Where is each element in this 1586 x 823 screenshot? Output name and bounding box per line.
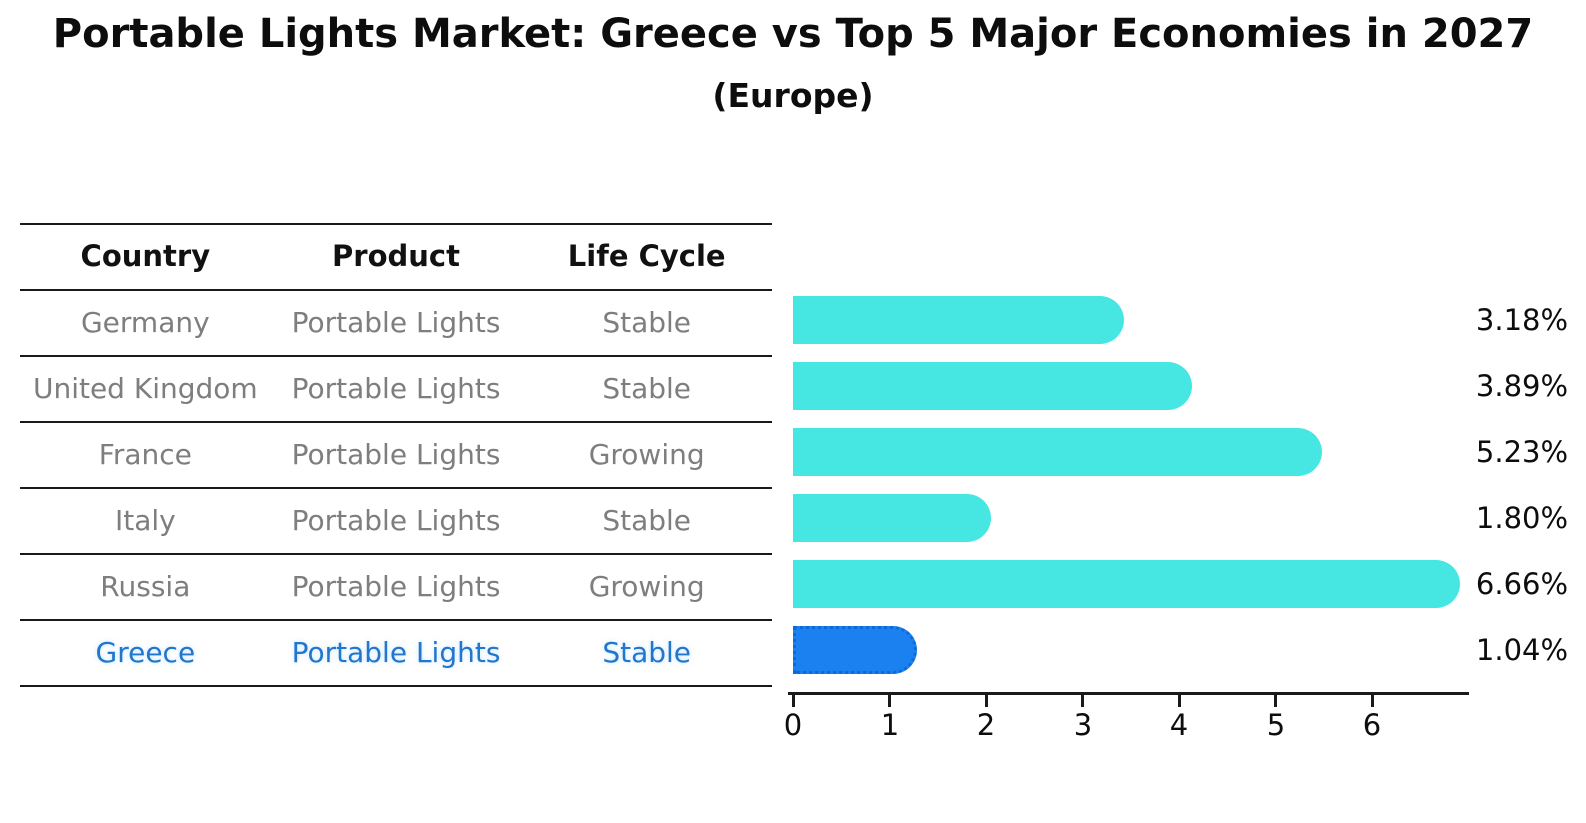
cell-life-cycle: Stable — [602, 504, 692, 537]
cell-country: Italy — [114, 504, 176, 537]
cell-country: Germany — [80, 306, 210, 339]
cell-product: Portable Lights — [291, 372, 501, 405]
table-row-germany: Germany Portable Lights Stable — [20, 291, 772, 357]
x-axis-tick — [1178, 695, 1181, 707]
country-table: Country Product Life Cycle Germany Portab… — [20, 223, 772, 687]
cell-life-cycle: Stable — [602, 636, 692, 669]
table-header-product: Product — [332, 239, 460, 273]
value-label-greece: 1.04% — [1475, 633, 1569, 667]
cell-product: Portable Lights — [291, 438, 501, 471]
table-row-russia: Russia Portable Lights Growing — [20, 555, 772, 621]
x-tick-label: 2 — [976, 708, 996, 742]
bar-united-kingdom — [793, 362, 1192, 410]
cell-country: Greece — [95, 636, 196, 669]
cell-product: Portable Lights — [291, 306, 501, 339]
bar-france — [793, 428, 1322, 476]
table-row-united-kingdom: United Kingdom Portable Lights Stable — [20, 357, 772, 423]
cell-country: United Kingdom — [32, 372, 258, 405]
cell-product: Portable Lights — [291, 570, 501, 603]
value-label-united-kingdom: 3.89% — [1475, 369, 1569, 403]
cell-product: Portable Lights — [291, 504, 501, 537]
bar-greece — [793, 626, 917, 674]
x-axis-line — [788, 692, 1469, 695]
x-tick-label: 0 — [783, 708, 803, 742]
value-label-germany: 3.18% — [1475, 303, 1569, 337]
chart-title: Portable Lights Market: Greece vs Top 5 … — [52, 11, 1534, 57]
x-tick-label: 5 — [1266, 708, 1286, 742]
x-axis-tick — [792, 695, 795, 707]
x-axis-tick — [1274, 695, 1277, 707]
cell-product: Portable Lights — [291, 636, 501, 669]
x-axis-tick — [1081, 695, 1084, 707]
cell-country: France — [98, 438, 192, 471]
x-tick-label: 3 — [1073, 708, 1093, 742]
x-tick-label: 4 — [1169, 708, 1189, 742]
table-row-italy: Italy Portable Lights Stable — [20, 489, 772, 555]
x-axis-tick — [985, 695, 988, 707]
x-tick-label: 1 — [880, 708, 900, 742]
table-body: Germany Portable Lights Stable United Kingd… — [20, 291, 772, 687]
table-row-france: France Portable Lights Growing — [20, 423, 772, 489]
bar-italy — [793, 494, 991, 542]
value-label-france: 5.23% — [1475, 435, 1569, 469]
x-tick-label: 6 — [1362, 708, 1382, 742]
value-label-italy: 1.80% — [1475, 501, 1569, 535]
table-header-life-cycle: Life Cycle — [567, 239, 726, 273]
cell-life-cycle: Stable — [602, 372, 692, 405]
bar-russia — [793, 560, 1460, 608]
bar-germany — [793, 296, 1124, 344]
cell-life-cycle: Stable — [602, 306, 692, 339]
table-header-row: Country Product Life Cycle — [20, 223, 772, 291]
cell-country: Russia — [100, 570, 191, 603]
value-label-russia: 6.66% — [1475, 567, 1569, 601]
x-axis-tick — [1371, 695, 1374, 707]
chart-subtitle: (Europe) — [712, 76, 874, 115]
table-row-greece: Greece Portable Lights Stable — [20, 621, 772, 687]
cell-life-cycle: Growing — [588, 570, 705, 603]
x-axis-tick — [888, 695, 891, 707]
cell-life-cycle: Growing — [588, 438, 705, 471]
table-header-country: Country — [80, 239, 211, 273]
